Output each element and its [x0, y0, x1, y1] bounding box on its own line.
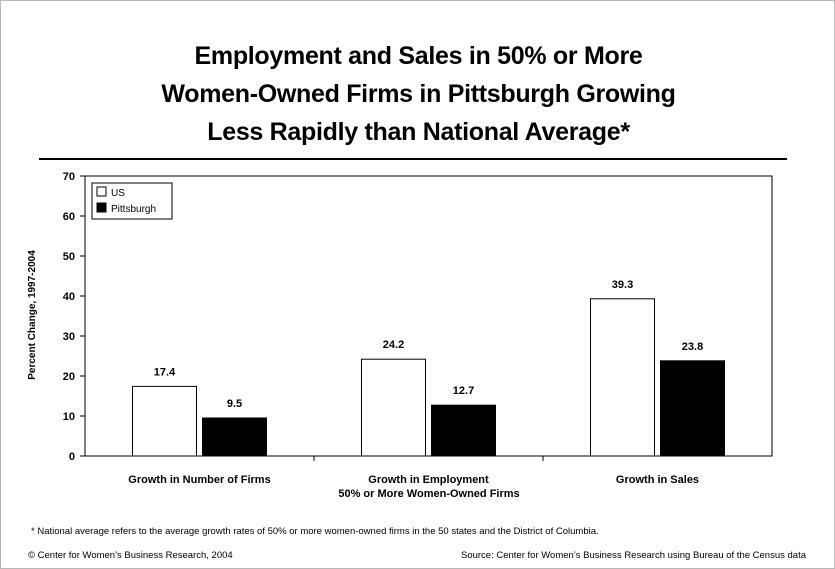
title-divider — [39, 158, 787, 160]
y-tick-label: 30 — [63, 331, 75, 343]
y-tick-label: 70 — [63, 171, 75, 183]
data-label: 23.8 — [682, 341, 703, 353]
y-tick-label: 0 — [69, 451, 75, 463]
x-category-label: Growth in Employment — [368, 474, 489, 486]
y-tick-label: 50 — [63, 251, 75, 263]
plot-area — [84, 175, 773, 457]
x-category-label: Growth in Sales — [616, 474, 699, 486]
bar-pittsburgh-3 — [660, 360, 725, 457]
y-tick-label: 60 — [63, 211, 75, 223]
bar-us-3 — [590, 298, 655, 457]
legend-swatch-us — [96, 186, 107, 197]
bar-chart: 0 10 20 30 40 50 60 70 Growth in Number of Firm… — [27, 171, 773, 500]
data-label: 39.3 — [612, 279, 633, 291]
bar-us-1 — [132, 385, 197, 457]
chart-title-line-2: Women-Owned Firms in Pittsburgh Growing — [161, 80, 676, 108]
legend-swatch-pittsburgh — [96, 202, 107, 213]
data-label: 17.4 — [154, 366, 176, 378]
chart-title-line-1: Employment and Sales in 50% or More — [194, 42, 643, 70]
chart-title: Employment and Sales in 50% or More Wome… — [1, 37, 835, 151]
source-note: Source: Center for Women’s Business Rese… — [460, 550, 806, 561]
data-label: 9.5 — [227, 398, 242, 410]
footnote: * National average refers to the average… — [31, 526, 599, 537]
y-tick-label: 10 — [63, 411, 75, 423]
x-category-label: Growth in Number of Firms — [128, 474, 270, 486]
legend-label-pittsburgh: Pittsburgh — [111, 204, 156, 215]
copyright-notice: © Center for Women’s Business Research, … — [28, 550, 233, 561]
bar-pittsburgh-2 — [431, 404, 496, 457]
legend-label-us: US — [111, 188, 125, 199]
bar-us-2 — [361, 358, 426, 457]
chart-title-line-3: Less Rapidly than National Average* — [207, 118, 630, 146]
data-label: 12.7 — [453, 385, 474, 397]
data-label: 24.2 — [383, 339, 404, 351]
y-axis-label: Percent Change, 1997-2004 — [27, 250, 38, 380]
y-tick-label: 20 — [63, 371, 75, 383]
x-axis-label: 50% or More Women-Owned Firms — [338, 488, 519, 500]
bar-pittsburgh-1 — [202, 417, 267, 457]
y-tick-label: 40 — [63, 291, 75, 303]
